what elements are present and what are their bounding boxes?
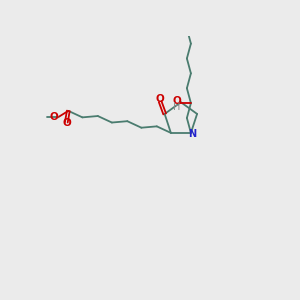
Text: O: O [173,96,182,106]
Text: N: N [188,129,196,139]
Text: O: O [63,118,71,128]
Text: O: O [156,94,164,104]
Text: H: H [173,102,181,112]
Text: O: O [50,112,58,122]
